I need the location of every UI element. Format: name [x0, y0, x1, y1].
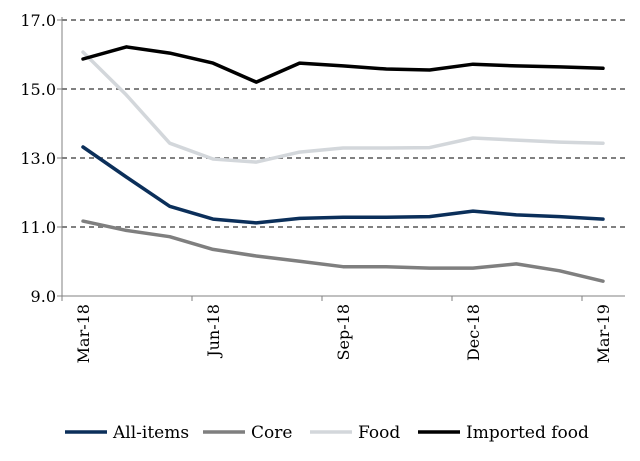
- y-axis-ticks: 9.0 11.0 13.0 15.0 17.0: [20, 11, 62, 306]
- x-tick-label: Mar-18: [74, 304, 93, 363]
- x-tick-label: Mar-19: [594, 304, 613, 363]
- series-line-food: [81, 50, 605, 164]
- legend-label: All-items: [112, 423, 189, 443]
- legend-label: Core: [251, 423, 292, 443]
- x-axis-ticks: Mar-18 Jun-18 Sep-18 Dec-18 Mar-19: [61, 296, 613, 363]
- axes: [61, 17, 625, 297]
- series-lines: [81, 45, 605, 283]
- series-line-core: [81, 219, 605, 283]
- x-tick-label: Sep-18: [334, 304, 353, 360]
- legend: All-items Core Food Imported food: [65, 423, 589, 443]
- x-tick-label: Jun-18: [204, 304, 223, 359]
- legend-item: All-items: [65, 423, 189, 443]
- legend-label: Imported food: [466, 423, 589, 443]
- legend-item: Imported food: [418, 423, 589, 443]
- x-tick-label: Dec-18: [464, 304, 483, 361]
- y-tick-label: 9.0: [31, 287, 56, 306]
- legend-item: Food: [310, 423, 400, 443]
- series-line-all-items: [81, 145, 605, 225]
- series-line-imported-food: [81, 45, 605, 84]
- gridlines: [62, 19, 625, 228]
- legend-item: Core: [203, 423, 292, 443]
- y-tick-label: 15.0: [20, 80, 56, 99]
- legend-label: Food: [358, 423, 400, 443]
- y-tick-label: 11.0: [20, 218, 56, 237]
- y-tick-label: 13.0: [20, 149, 56, 168]
- y-tick-label: 17.0: [20, 11, 56, 30]
